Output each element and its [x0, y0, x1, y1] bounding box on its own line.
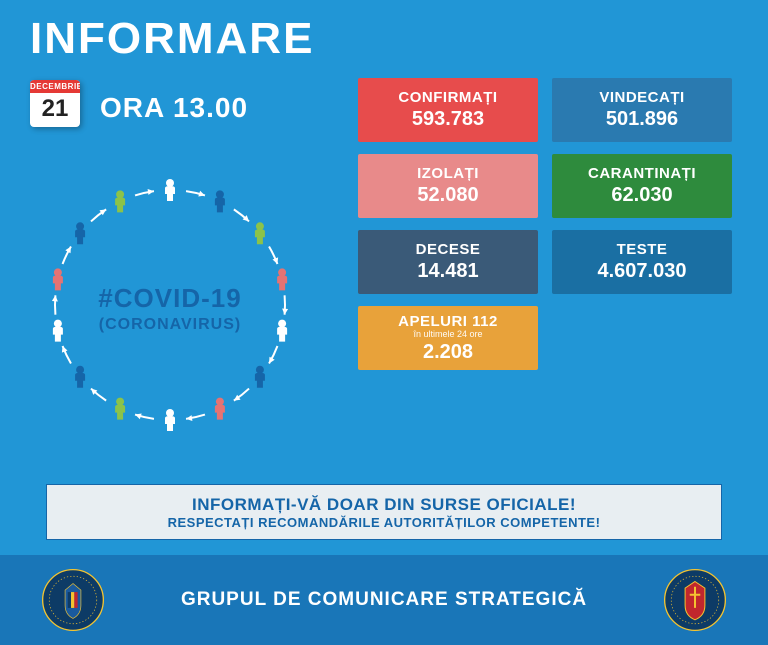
- card-label: CONFIRMAȚI: [398, 89, 497, 106]
- footer: GRUPUL DE COMUNICARE STRATEGICĂ: [0, 555, 768, 645]
- gov-crest-left-icon: [40, 567, 106, 633]
- calendar-icon: DECEMBRIE 21: [30, 80, 80, 127]
- person-icon: [75, 366, 85, 388]
- card-sublabel: în ultimele 24 ore: [413, 329, 482, 339]
- covid-subtitle: (CORONAVIRUS): [20, 316, 320, 334]
- advice-line-2: RESPECTAȚI RECOMANDĂRILE AUTORITĂȚILOR C…: [168, 515, 601, 530]
- covid-label: #COVID-19 (CORONAVIRUS): [20, 283, 320, 334]
- card-vindecati: VINDECAȚI 501.896: [552, 78, 732, 142]
- footer-text: GRUPUL DE COMUNICARE STRATEGICĂ: [181, 589, 587, 611]
- card-label: TESTE: [617, 241, 668, 258]
- card-value: 62.030: [611, 184, 672, 207]
- person-icon: [115, 190, 125, 212]
- calendar-month: DECEMBRIE: [30, 80, 80, 93]
- infographic-page: INFORMARE DECEMBRIE 21 ORA 13.00 #COVID-…: [0, 0, 768, 645]
- card-izolati: IZOLAȚI 52.080: [358, 154, 538, 218]
- card-label: CARANTINAȚI: [588, 165, 696, 182]
- card-teste: TESTE 4.607.030: [552, 230, 732, 294]
- page-title: INFORMARE: [30, 14, 314, 64]
- card-carantinati: CARANTINAȚI 62.030: [552, 154, 732, 218]
- card-label: APELURI 112: [398, 313, 498, 330]
- person-icon: [255, 366, 265, 388]
- calendar-day: 21: [30, 93, 80, 127]
- card-value: 593.783: [412, 108, 484, 131]
- card-confirmati: CONFIRMAȚI 593.783: [358, 78, 538, 142]
- advice-banner: INFORMAȚI-VĂ DOAR DIN SURSE OFICIALE! RE…: [46, 484, 722, 540]
- people-circle: #COVID-19 (CORONAVIRUS): [20, 155, 320, 455]
- time-label: ORA 13.00: [100, 92, 248, 124]
- person-icon: [115, 398, 125, 420]
- card-apeluri: APELURI 112 în ultimele 24 ore 2.208: [358, 306, 538, 370]
- card-decese: DECESE 14.481: [358, 230, 538, 294]
- stat-cards: CONFIRMAȚI 593.783 VINDECAȚI 501.896 IZO…: [358, 78, 748, 382]
- advice-line-1: INFORMAȚI-VĂ DOAR DIN SURSE OFICIALE!: [192, 495, 576, 515]
- covid-hashtag: #COVID-19: [20, 283, 320, 314]
- gov-crest-right-icon: [662, 567, 728, 633]
- person-icon: [165, 179, 175, 201]
- person-icon: [75, 222, 85, 244]
- card-value: 52.080: [417, 184, 478, 207]
- card-value: 4.607.030: [598, 260, 687, 283]
- card-value: 14.481: [417, 260, 478, 283]
- card-value: 2.208: [423, 341, 473, 364]
- person-icon: [165, 409, 175, 431]
- card-label: IZOLAȚI: [417, 165, 479, 182]
- person-icon: [215, 190, 225, 212]
- person-icon: [215, 398, 225, 420]
- card-label: DECESE: [416, 241, 481, 258]
- person-icon: [255, 222, 265, 244]
- card-value: 501.896: [606, 108, 678, 131]
- card-label: VINDECAȚI: [599, 89, 684, 106]
